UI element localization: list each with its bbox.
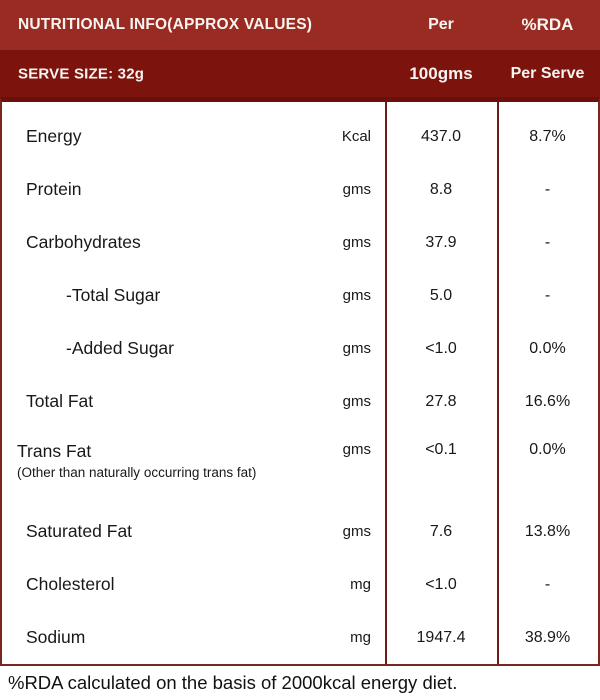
nutrient-cell: Trans Fat (Other than naturally occurring… — [2, 428, 385, 480]
nutrient-label: -Added Sugar — [66, 338, 174, 358]
nutrient-label: Trans Fat — [17, 441, 92, 461]
unit-label: gms — [342, 340, 371, 357]
unit-label: gms — [342, 181, 371, 198]
nutrient-name-wrap: -Added Sugar — [26, 338, 174, 359]
per-100g-value: <1.0 — [425, 339, 457, 357]
nutrient-cell: -Total Sugar gms — [2, 285, 385, 306]
rda-per-serve-value: 0.0% — [529, 441, 566, 458]
per-100g-value: <0.1 — [425, 441, 457, 458]
nutrient-label: Sodium — [26, 627, 86, 647]
nutrient-note: (Other than naturally occurring trans fa… — [17, 465, 257, 480]
table-row: -Total Sugar gms 5.0 - — [2, 269, 598, 322]
nutrient-cell: Energy Kcal — [2, 126, 385, 147]
nutrient-label: Saturated Fat — [26, 521, 133, 541]
rda-footnote: %RDA calculated on the basis of 2000kcal… — [8, 672, 458, 693]
nutrient-name-wrap: -Total Sugar — [26, 285, 160, 306]
nutrient-cell: Saturated Fat gms — [2, 521, 385, 542]
rda-per-serve-value: 0.0% — [529, 339, 566, 357]
rda-per-serve-value: 16.6% — [524, 392, 571, 410]
per-column-subheader: 100gms — [409, 63, 473, 83]
nutrient-name-wrap: Energy — [26, 126, 81, 147]
nutrient-label: Total Fat — [26, 391, 94, 411]
table-rows: Energy Kcal 437.0 8.7% Protein gms 8.8- Carbohy… — [2, 110, 598, 664]
per-100g-value: <1.0 — [425, 575, 457, 593]
per-100g-value: 437.0 — [420, 127, 462, 145]
header-row-secondary: SERVE SIZE: 32g 100gms Per Serve — [0, 50, 600, 97]
unit-label: gms — [342, 441, 371, 458]
nutrient-name-wrap: Total Fat — [26, 391, 93, 412]
table-row: Trans Fat (Other than naturally occurring… — [2, 428, 598, 505]
rda-per-serve-value: - — [544, 233, 551, 251]
unit-label: gms — [342, 523, 371, 540]
table-row: Protein gms 8.8 - — [2, 163, 598, 216]
table-row: -Added Sugar gms <1.0 0.0% — [2, 322, 598, 375]
per-100g-value: 27.8 — [425, 392, 457, 410]
nutrient-name-wrap: Cholesterol — [26, 574, 115, 595]
unit-label: gms — [342, 287, 371, 304]
table-row: Carbohydrates gms 37.9 - — [2, 216, 598, 269]
nutrient-label: Protein — [26, 179, 82, 199]
unit-label: Kcal — [341, 128, 371, 145]
nutrient-cell: Carbohydrates gms — [2, 232, 385, 253]
nutrient-name-wrap: Protein — [26, 179, 81, 200]
per-100g-value: 1947.4 — [416, 628, 466, 646]
table-row: Saturated Fat gms 7.6 13.8% — [2, 505, 598, 558]
nutrient-name-wrap: Sodium — [26, 627, 85, 648]
column-divider-left — [385, 102, 387, 664]
rda-per-serve-value: - — [544, 286, 551, 304]
nutrient-label: Energy — [26, 126, 82, 146]
nutrient-cell: Total Fat gms — [2, 391, 385, 412]
nutrient-cell: Sodium mg — [2, 627, 385, 648]
rda-per-serve-value: - — [544, 575, 551, 593]
table-row: Total Fat gms 27.8 16.6% — [2, 375, 598, 428]
serve-size-label: SERVE SIZE: 32g — [18, 65, 145, 82]
rda-per-serve-value: 13.8% — [524, 522, 571, 540]
table-row: Sodium mg 1947.4 38.9% — [2, 611, 598, 664]
table-row: Cholesterol mg <1.0 - — [2, 558, 598, 611]
per-100g-value: 7.6 — [429, 522, 453, 540]
per-100g-value: 37.9 — [425, 233, 457, 251]
nutrient-label: Cholesterol — [26, 574, 115, 594]
per-100g-value: 5.0 — [429, 286, 453, 304]
table-row: Energy Kcal 437.0 8.7% — [2, 110, 598, 163]
unit-label: mg — [350, 629, 371, 646]
rda-per-serve-value: - — [544, 180, 551, 198]
header-title: NUTRITIONAL INFO(APPROX VALUES) — [18, 16, 313, 33]
unit-label: gms — [342, 393, 371, 410]
nutrient-cell: Cholesterol mg — [2, 574, 385, 595]
rda-per-serve-value: 38.9% — [524, 628, 571, 646]
nutrient-name-wrap: Carbohydrates — [26, 232, 141, 253]
rda-column-subheader: Per Serve — [510, 64, 585, 82]
rda-column-header: %RDA — [521, 15, 574, 34]
per-100g-value: 8.8 — [429, 180, 453, 198]
nutrient-name-wrap: Saturated Fat — [26, 521, 132, 542]
header-row-primary: NUTRITIONAL INFO(APPROX VALUES) Per %RDA — [0, 0, 600, 50]
unit-label: gms — [342, 234, 371, 251]
per-column-header: Per — [428, 16, 454, 33]
nutrient-name-wrap: Trans Fat (Other than naturally occurring… — [17, 441, 256, 480]
nutrient-cell: -Added Sugar gms — [2, 338, 385, 359]
nutrient-cell: Protein gms — [2, 179, 385, 200]
nutrient-label: Carbohydrates — [26, 232, 141, 252]
unit-label: mg — [350, 576, 371, 593]
rda-per-serve-value: 8.7% — [529, 127, 566, 145]
column-divider-right — [497, 102, 499, 664]
nutrition-table: Energy Kcal 437.0 8.7% Protein gms 8.8- Carbohy… — [0, 97, 600, 666]
nutrient-label: -Total Sugar — [66, 285, 161, 305]
